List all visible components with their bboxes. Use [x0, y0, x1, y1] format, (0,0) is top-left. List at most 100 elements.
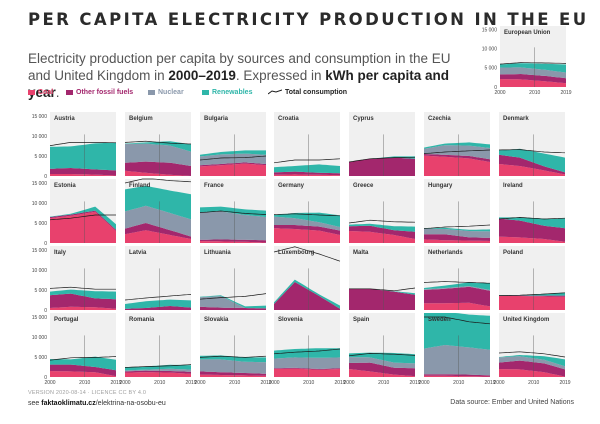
area-nuclear-belgium [125, 143, 191, 166]
country-label: Bulgaria [204, 116, 229, 122]
y-tick-label: 0 [494, 85, 497, 91]
panel-estonia: Estonia 0 5 000 10 000 15 000 [32, 179, 116, 247]
y-tick-label: 10 000 [482, 47, 498, 53]
consumption-line-spain [348, 353, 416, 357]
area-coal-croatia [274, 174, 340, 176]
country-label: United Kingdom [503, 317, 549, 323]
country-label: Finland [129, 183, 151, 189]
consumption-line-slovakia [199, 355, 267, 358]
area-coal-slovakia [200, 374, 266, 377]
area-other-fossil-luxembourg [274, 282, 340, 310]
consumption-line-france [199, 210, 267, 215]
country-label: Romania [129, 317, 155, 323]
area-renewables-czechia [424, 142, 490, 149]
legend-item-consumption: Total consumption [268, 89, 347, 96]
consumption-line-finland [124, 178, 192, 184]
area-nuclear-czechia [424, 145, 490, 160]
y-tick-label: 5 000 [34, 288, 47, 294]
y-tick-label: 15 000 [32, 315, 48, 321]
panel-finland: Finland [124, 178, 192, 243]
x-tick-label: 2000 [194, 380, 205, 386]
country-label: Portugal [54, 317, 79, 323]
y-tick-label: 15 000 [32, 181, 48, 187]
legend-line-consumption [268, 89, 282, 95]
country-label: Netherlands [428, 250, 463, 256]
consumption-line-ireland [498, 217, 566, 220]
area-other-fossil-belgium [125, 161, 191, 176]
x-tick-label: 2000 [343, 380, 354, 386]
area-renewables-united-kingdom [499, 355, 565, 367]
y-tick-label: 10 000 [32, 201, 48, 207]
panel-bulgaria: Bulgaria [199, 112, 267, 176]
area-other-fossil-poland [499, 295, 565, 297]
consumption-line-denmark [498, 149, 566, 154]
area-coal-ireland [499, 236, 565, 243]
country-label: Slovenia [278, 317, 303, 323]
area-other-fossil-ireland [499, 218, 565, 242]
legend-item-renewables: Renewables [202, 89, 252, 96]
panel-cyprus: Cyprus [348, 112, 416, 176]
country-label: Croatia [278, 116, 299, 122]
footer-source: Data source: Ember and United Nations [450, 399, 574, 406]
area-coal-france [200, 241, 266, 243]
footer-version: VERSION 2020-08-14 · LICENCE CC BY 4.0 [28, 390, 147, 396]
country-label: Estonia [54, 183, 76, 189]
x-tick-label: 2019 [334, 380, 345, 386]
area-renewables-finland [125, 185, 191, 220]
area-other-fossil-slovenia [274, 367, 340, 370]
area-nuclear-slovenia [274, 357, 340, 369]
area-renewables-slovakia [200, 355, 266, 363]
x-tick-label: 2010 [528, 380, 539, 386]
consumption-line-sweden [424, 316, 491, 325]
area-nuclear-finland [125, 205, 191, 237]
area-nuclear-romania [125, 368, 191, 372]
legend-label-consumption: Total consumption [285, 89, 348, 96]
area-renewables-spain [349, 352, 415, 364]
consumption-line-cyprus [348, 156, 416, 163]
panel-malta: Malta [349, 246, 416, 310]
consumption-line-netherlands [423, 281, 491, 284]
panel-italy: Italy 0 5 000 10 000 15 000 [32, 246, 116, 314]
x-tick-label: 2010 [529, 90, 540, 96]
area-other-fossil-denmark [499, 154, 565, 175]
area-coal-germany [274, 228, 340, 243]
panel-luxembourg: Luxembourg [273, 246, 341, 310]
x-tick-label: 2019 [110, 380, 121, 386]
area-other-fossil-germany [274, 225, 340, 235]
y-tick-label: 0 [44, 241, 47, 247]
panel-belgium: Belgium [124, 112, 192, 176]
x-tick-label: 2010 [378, 380, 389, 386]
x-tick-label: 2019 [484, 380, 495, 386]
area-renewables-lithuania [200, 295, 266, 309]
country-label: France [204, 183, 224, 189]
area-renewables-european-union [500, 63, 566, 73]
consumption-line-poland [498, 292, 566, 296]
legend-swatch-coal [28, 89, 35, 95]
consumption-line-belgium [124, 140, 192, 145]
area-renewables-latvia [125, 299, 191, 309]
area-nuclear-european-union [500, 67, 566, 79]
country-label: Denmark [503, 116, 529, 122]
y-tick-label: 15 000 [32, 114, 48, 120]
country-label: Belgium [129, 116, 153, 122]
area-renewables-belgium [125, 141, 191, 152]
panel-czechia: Czechia [423, 112, 491, 176]
legend-item-nuclear: Nuclear [148, 89, 184, 96]
x-tick-label: 2000 [494, 90, 505, 96]
country-label: Cyprus [353, 116, 374, 122]
area-coal-romania [125, 372, 191, 377]
x-tick-label: 2000 [44, 380, 55, 386]
panel-portugal: Portugal 0 5 000 10 000 15 000 2000 2010 2019 [32, 313, 122, 386]
area-nuclear-france [200, 211, 266, 241]
legend-swatch-nuclear [148, 89, 155, 95]
country-label: Lithuania [204, 250, 231, 256]
area-coal-sweden [424, 375, 490, 377]
country-label: Hungary [428, 183, 453, 189]
footer-link[interactable]: see faktaoklimatu.cz/elektrina-na-osobu-… [28, 400, 166, 407]
area-other-fossil-latvia [125, 306, 191, 310]
area-coal-finland [125, 230, 191, 243]
area-other-fossil-finland [125, 223, 191, 239]
x-tick-label: 2010 [229, 380, 240, 386]
area-other-fossil-european-union [500, 74, 566, 84]
